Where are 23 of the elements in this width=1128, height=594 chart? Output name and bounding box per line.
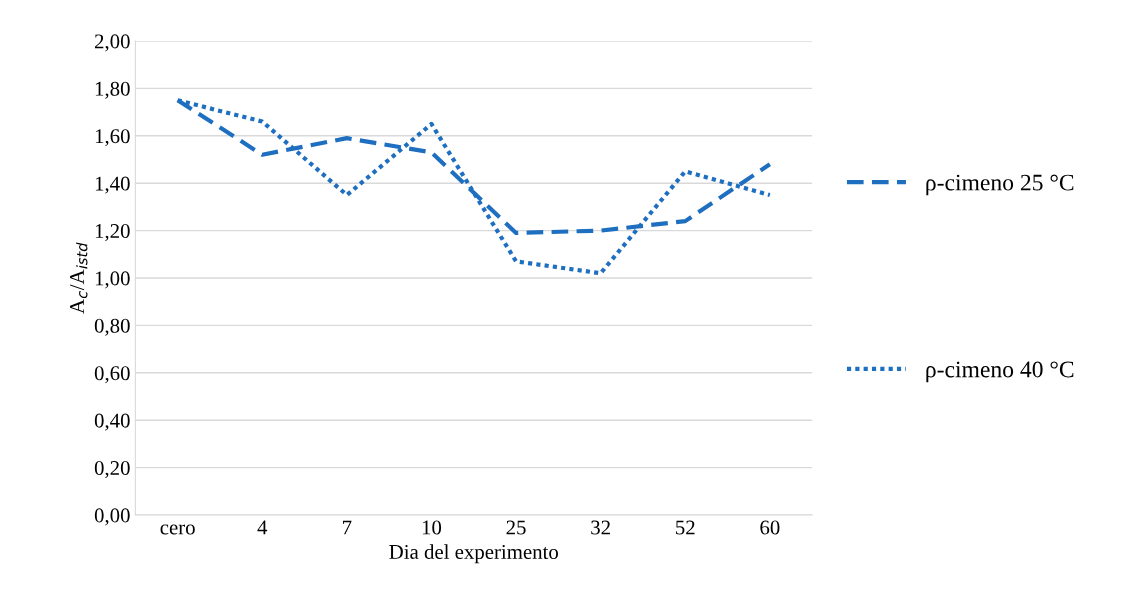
y-tick-label: 0,60 bbox=[94, 366, 130, 384]
y-axis-title: A$_{c}$/A$_{istd}$ bbox=[70, 242, 88, 314]
y-tick-label: 1,40 bbox=[95, 176, 130, 194]
x-tick-label: 52 bbox=[676, 520, 695, 535]
x-tick-label: 10 bbox=[422, 520, 442, 535]
x-axis-title: Dia del experimento bbox=[389, 544, 558, 564]
y-tick-label: 0,80 bbox=[94, 318, 130, 336]
x-tick-label: 4 bbox=[257, 520, 268, 535]
y-tick-label: 1,80 bbox=[95, 81, 130, 99]
x-tick-label: 7 bbox=[343, 520, 352, 535]
y-tick-label: 0,40 bbox=[94, 413, 130, 431]
y-tick-label: 1,00 bbox=[95, 271, 130, 289]
y-tick-label: 1,60 bbox=[95, 129, 130, 147]
legend-label: ρ-cimeno 25 °C bbox=[926, 174, 1074, 196]
x-tick-label: 32 bbox=[591, 520, 610, 535]
y-tick-label: 0,20 bbox=[94, 460, 130, 479]
y-tick-label: 0,00 bbox=[94, 508, 130, 526]
y-tick-label: 2,00 bbox=[94, 34, 130, 52]
x-tick-label: cero bbox=[160, 524, 195, 535]
x-tick-label: 25 bbox=[506, 520, 526, 535]
y-tick-label: 1,20 bbox=[95, 223, 130, 242]
x-tick-label: 60 bbox=[760, 520, 780, 535]
legend-label: ρ-cimeno 40 °C bbox=[926, 361, 1074, 383]
